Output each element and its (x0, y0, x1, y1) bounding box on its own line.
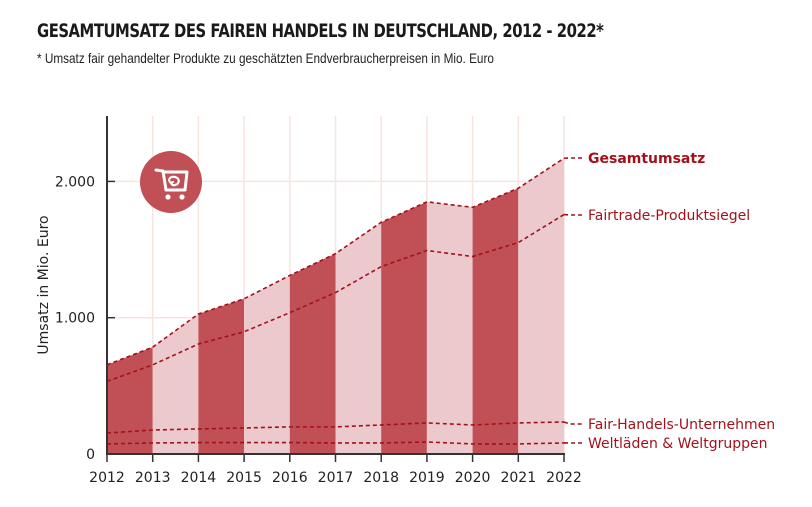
x-tick-label: 2012 (89, 470, 125, 486)
area-band-2017 (335, 222, 382, 454)
area-band-2020 (472, 188, 519, 454)
area-band-2012 (107, 347, 153, 454)
area-band-2015 (244, 275, 290, 454)
x-tick-label: 2016 (272, 470, 308, 486)
x-ticks: 2012 2013 2014 2015 2016 2017 2018 2019 2020 2021… (89, 454, 582, 486)
x-tick-label: 2021 (500, 470, 536, 486)
x-tick-label: 2013 (135, 470, 171, 486)
shopping-cart-icon (140, 151, 202, 213)
legend-label: Weltläden & Weltgruppen (588, 436, 767, 452)
x-tick-label: 2018 (363, 470, 399, 486)
legend-label: Fairtrade-Produktsiegel (588, 208, 750, 224)
y-tick-label: 2.000 (55, 174, 95, 190)
area-band-2014 (198, 298, 245, 454)
legend-connector (563, 421, 584, 425)
x-tick-label: 2015 (226, 470, 262, 486)
area-bands (107, 158, 564, 454)
legend-label: Gesamtumsatz (588, 151, 705, 167)
series-lines (106, 157, 565, 445)
x-tick-label: 2019 (409, 470, 445, 486)
x-tick-label: 2017 (318, 470, 354, 486)
y-ticks: 0 1.000 2.000 (55, 174, 115, 463)
y-axis-label: Umsatz in Mio. Euro (36, 215, 52, 354)
area-band-2021 (518, 158, 564, 454)
series-line-3 (106, 441, 565, 445)
legend-label: Fair-Handels-Unternehmen (588, 417, 775, 433)
series-line-2 (106, 421, 565, 434)
chart-title: GESAMTUMSATZ DES FAIREN HANDELS IN DEUTS… (37, 20, 604, 42)
chart-subtitle: * Umsatz fair gehandelter Produkte zu ge… (37, 50, 494, 66)
x-tick-label: 2020 (455, 470, 491, 486)
series-line-0 (106, 157, 565, 366)
area-band-2016 (289, 253, 336, 454)
series-line-1 (106, 213, 565, 383)
area-band-2018 (381, 201, 427, 454)
x-tick-label: 2014 (181, 470, 217, 486)
legend: Gesamtumsatz Fairtrade-Produktsiegel Fair-… (588, 151, 775, 452)
area-band-2019 (426, 201, 473, 454)
legend-connectors (563, 157, 584, 444)
x-tick-label: 2022 (546, 470, 582, 486)
y-tick-label: 1.000 (55, 311, 95, 327)
y-tick-label: 0 (86, 447, 95, 463)
area-band-2013 (152, 314, 199, 454)
